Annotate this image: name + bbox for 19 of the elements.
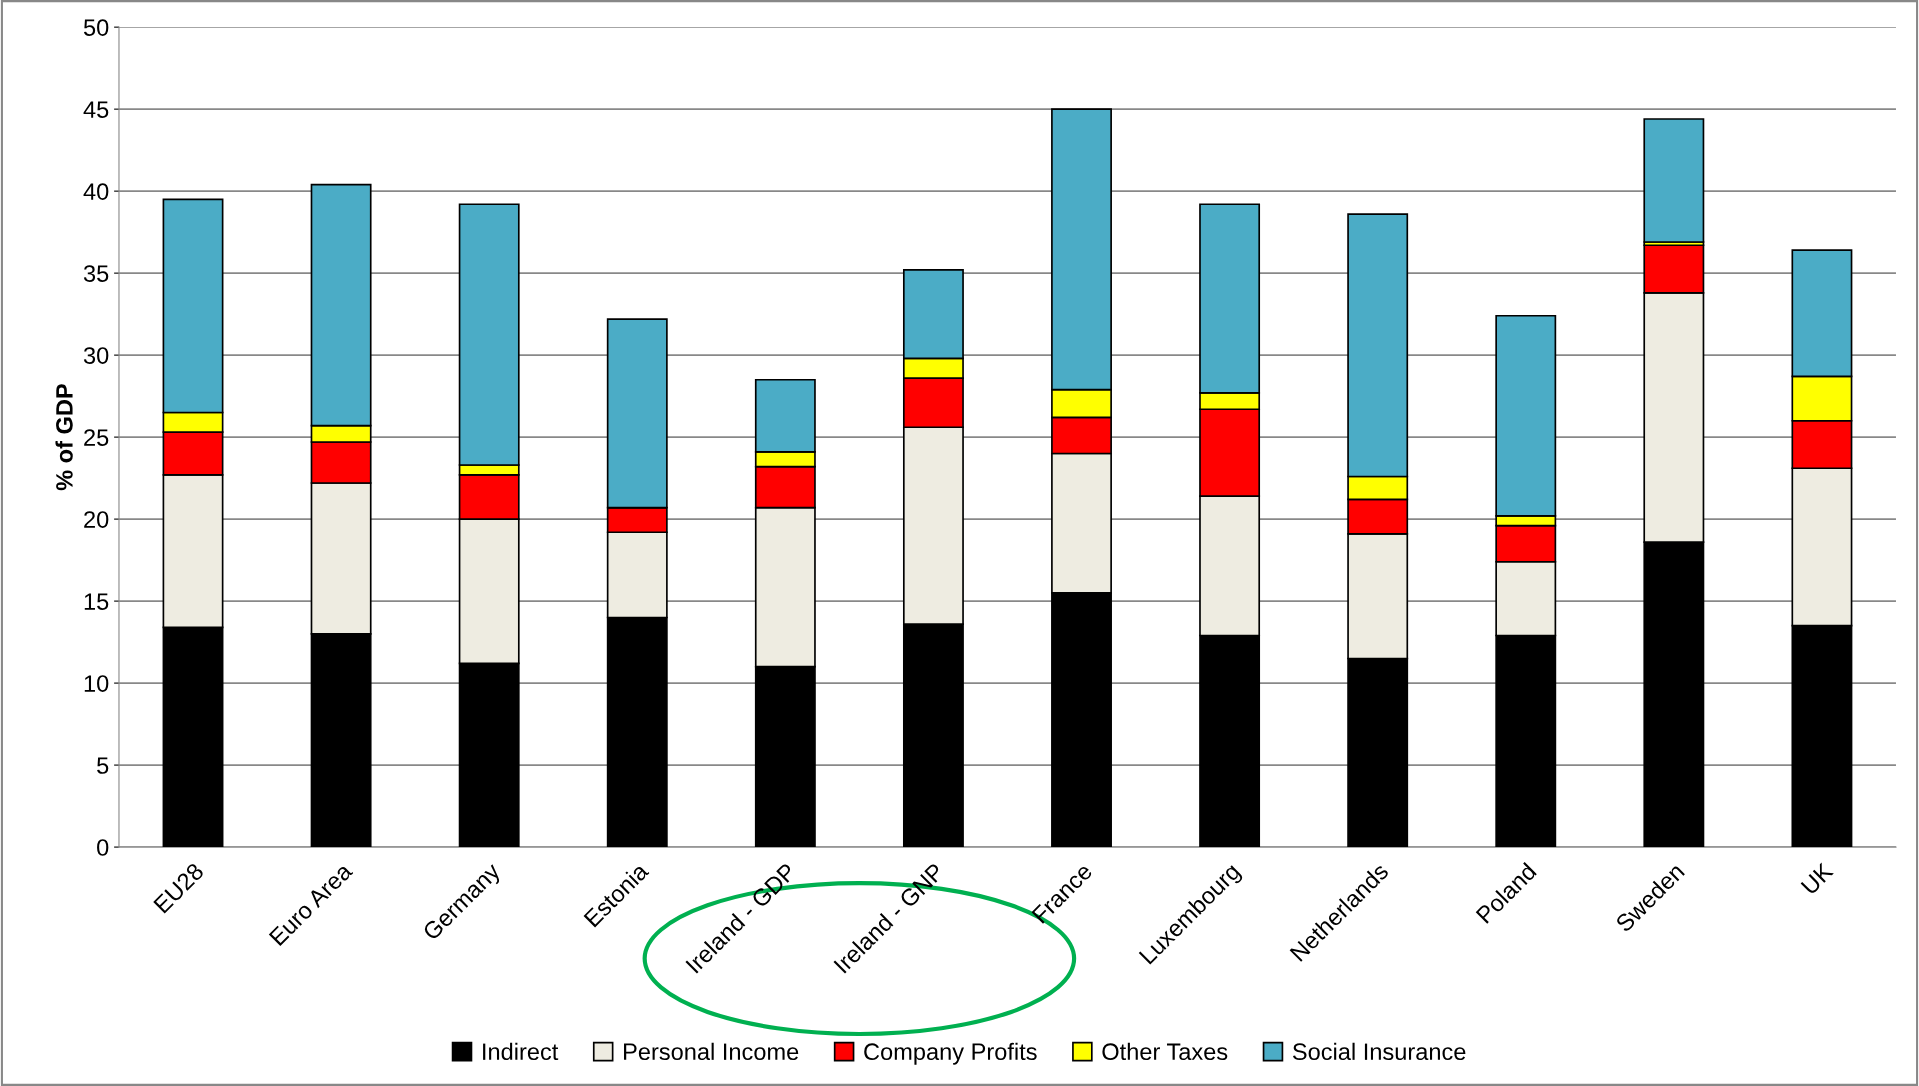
- legend-label: Social Insurance: [1292, 1042, 1466, 1061]
- y-tick-label: 25: [84, 429, 109, 446]
- y-tick-label: 15: [84, 593, 109, 610]
- legend-label: Indirect: [483, 1042, 559, 1061]
- y-tick-label: 20: [84, 511, 109, 528]
- x-tick-label: UK: [1800, 861, 1835, 896]
- legend-label: Personal Income: [624, 1042, 799, 1061]
- y-tick-label: 0: [97, 839, 109, 856]
- legend-label: Other Taxes: [1102, 1042, 1228, 1061]
- y-axis-title: % of GDP: [55, 384, 73, 491]
- y-tick-label: 10: [84, 675, 109, 692]
- y-tick-label: 35: [83, 265, 109, 282]
- y-tick-label: 30: [83, 347, 109, 364]
- legend-label: Company Profits: [864, 1042, 1037, 1065]
- y-tick-label: 5: [97, 757, 109, 774]
- y-tick-label: 50: [83, 19, 109, 36]
- y-tick-label: 40: [83, 183, 109, 200]
- bar: [1643, 118, 1705, 243]
- y-tick-label: 45: [83, 101, 109, 118]
